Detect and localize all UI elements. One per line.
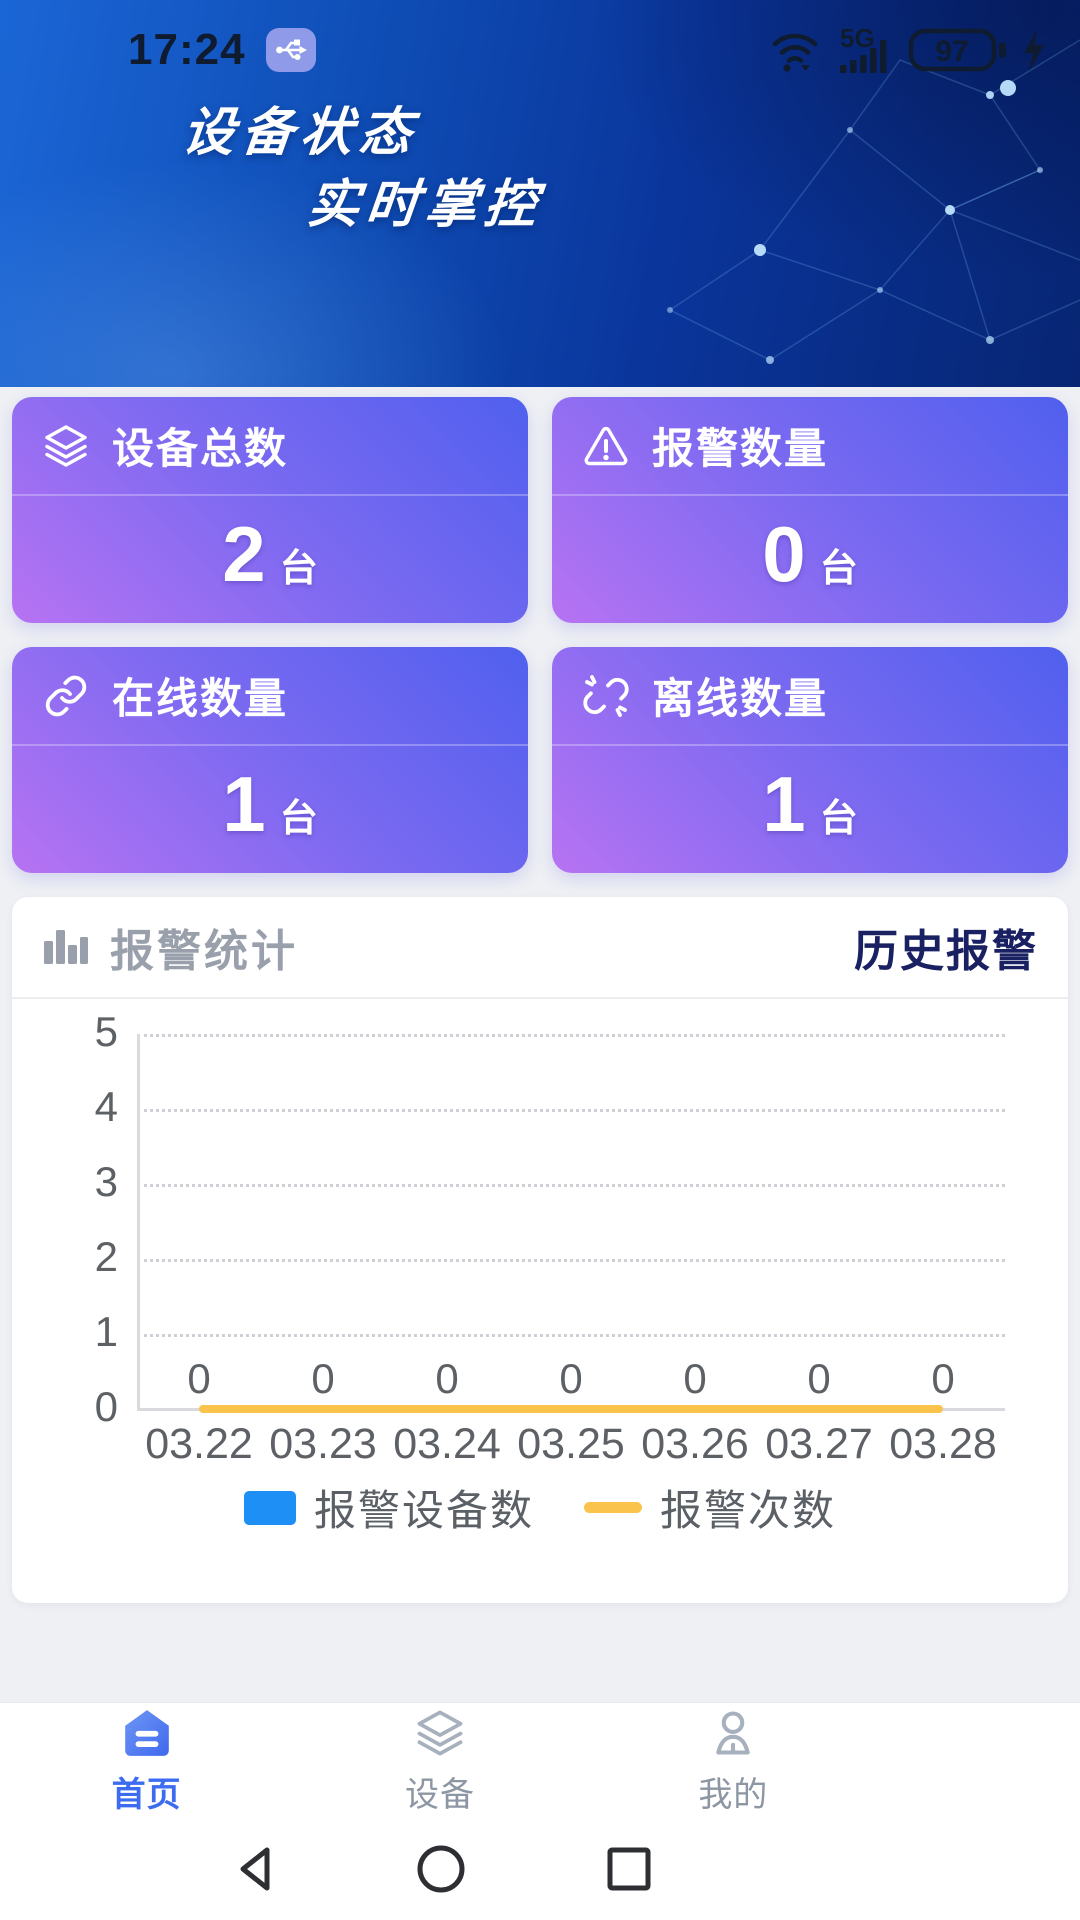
x-tick: 03.26 [641, 1420, 749, 1468]
y-axis-line [137, 1034, 140, 1409]
history-alarms-link[interactable]: 历史报警 [854, 927, 1038, 976]
alert-triangle-icon [584, 426, 628, 465]
x-axis-labels: 03.22 03.23 03.24 03.25 03.26 03.27 03.2… [137, 1420, 1005, 1469]
chart-title: 报警统计 [110, 927, 298, 976]
data-label: 0 [435, 1355, 459, 1402]
data-label-row: 0 0 0 0 0 0 0 [137, 1034, 1005, 1409]
charging-bolt-icon [1024, 29, 1044, 71]
battery-icon: 97 [908, 28, 1006, 72]
y-tick: 1 [94, 1308, 118, 1355]
legend-item-alarm-times[interactable]: 报警次数 [584, 1477, 836, 1538]
gridline [137, 1334, 1005, 1337]
y-tick: 4 [94, 1083, 118, 1130]
x-tick: 03.22 [145, 1420, 253, 1468]
data-label: 0 [931, 1355, 955, 1402]
bottom-tab-bar: 首页 设备 [0, 1702, 1080, 1819]
status-bar: 17:24 [0, 22, 1080, 78]
stat-label: 设备总数 [112, 425, 289, 472]
chart-header: 报警统计 历史报警 [12, 897, 1068, 999]
y-tick: 5 [94, 1008, 118, 1055]
recents-button[interactable] [602, 1842, 656, 1901]
home-icon [124, 1709, 169, 1756]
x-tick: 03.24 [393, 1420, 501, 1468]
network-type-label: 5G [840, 25, 875, 53]
hero-title-line1: 设备状态 [179, 104, 422, 162]
legend-item-alarm-devices[interactable]: 报警设备数 [243, 1477, 534, 1538]
unlink-icon [583, 674, 629, 717]
data-label: 0 [683, 1355, 707, 1402]
signal-5g-icon: 5G [840, 25, 887, 73]
person-icon [716, 1710, 750, 1755]
bar-chart-icon [44, 930, 88, 964]
x-tick: 03.25 [517, 1420, 625, 1468]
hero-banner: 17:24 [0, 0, 1080, 387]
back-icon [240, 1847, 270, 1891]
home-circle-icon [417, 1845, 465, 1893]
x-tick: 03.27 [765, 1420, 873, 1468]
data-label: 0 [559, 1355, 583, 1402]
alarm-times-line-series [199, 1405, 943, 1413]
devices-layers-icon [417, 1710, 463, 1755]
chart-legend: 报警设备数 报警次数 [12, 1477, 1068, 1538]
y-tick: 2 [94, 1233, 118, 1280]
gridline [137, 1184, 1005, 1187]
tab-devices[interactable]: 设备 [293, 1703, 586, 1819]
alarm-statistics-card: 报警统计 历史报警 5 4 3 2 1 0 0 0 0 0 [12, 897, 1068, 1603]
layers-icon [45, 424, 87, 467]
hero-title-line2: 实时掌控 [304, 176, 547, 234]
usb-icon [265, 28, 316, 72]
x-tick: 03.23 [269, 1420, 377, 1468]
gridline [137, 1259, 1005, 1262]
y-tick: 0 [94, 1383, 118, 1430]
android-navigation-bar [0, 1818, 1080, 1920]
battery-percent-label: 97 [935, 35, 968, 68]
y-tick: 3 [94, 1158, 118, 1205]
status-icons: 5G 97 [770, 25, 1046, 75]
x-tick: 03.28 [889, 1420, 997, 1468]
gridline [137, 1109, 1005, 1112]
stat-label: 报警数量 [652, 425, 829, 472]
stat-label: 在线数量 [112, 675, 289, 722]
home-button[interactable] [414, 1842, 468, 1901]
data-label: 0 [311, 1355, 335, 1402]
data-label: 0 [187, 1355, 211, 1402]
alarm-chart: 5 4 3 2 1 0 0 0 0 0 0 0 0 [12, 999, 1068, 1603]
back-button[interactable] [230, 1842, 284, 1901]
link-icon [45, 675, 87, 716]
tab-mine[interactable]: 我的 [587, 1703, 880, 1819]
legend-line-swatch [584, 1502, 642, 1513]
tab-home[interactable]: 首页 [0, 1703, 293, 1819]
data-label: 0 [807, 1355, 831, 1402]
wifi-icon [772, 33, 818, 72]
legend-bar-swatch [243, 1490, 296, 1525]
gridline [137, 1034, 1005, 1037]
stat-label: 离线数量 [652, 675, 829, 722]
clock: 17:24 [128, 25, 246, 74]
recents-icon [607, 1847, 651, 1891]
